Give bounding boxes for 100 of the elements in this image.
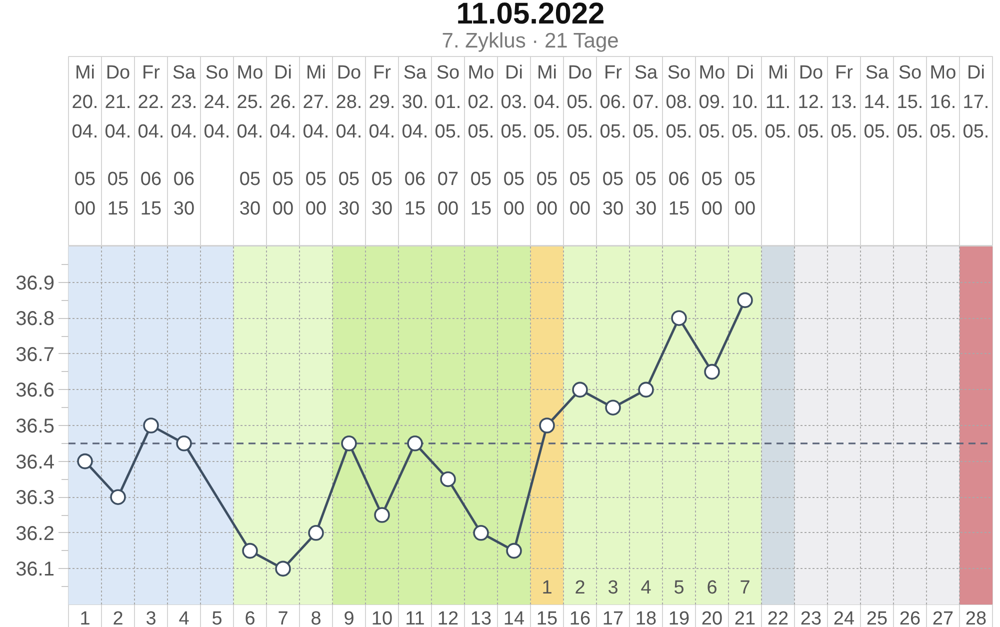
point [341,436,357,452]
y-tick-label: 36.1 [16,558,55,581]
x2-tick-label: Mo 25. 04. [236,62,264,142]
x-tick-label: 28 [965,608,987,627]
x-tick-label: 18 [635,608,657,627]
x2-tick-label: Fr 06. 05. [600,62,626,142]
band-label: 1 [542,578,552,599]
x-tick-label: 6 [244,608,256,627]
text: 05 30 [371,168,393,220]
point [506,542,522,559]
x-tick-label: 3 [146,608,156,627]
x-tick-label: 12 [437,608,459,627]
x2-tick-label: Sa 14. 05. [864,62,890,142]
y-tick-label: 36.4 [16,451,55,474]
point [572,382,588,398]
point [275,560,291,577]
x2-tick-label: Mi 27. 04. [302,62,330,142]
x2-tick-label: Fr 29. 04. [368,62,396,142]
y-tick-label: 36.2 [16,522,55,545]
x-tick-label: 23 [800,608,822,627]
point [671,310,687,326]
text: 05 15 [470,168,492,220]
x-tick-label: 13 [470,608,492,627]
x-tick-label: 25 [866,608,888,627]
text: 06 15 [668,168,690,220]
chart-title: 11.05.2022 [456,0,605,30]
point [407,436,423,452]
x-tick-label: 19 [668,608,690,627]
band-label: 7 [740,578,750,599]
point [143,418,159,434]
band-label: 6 [706,578,718,599]
x2-tick-label: Do 28. 04. [336,62,362,142]
band-label: 3 [608,578,618,599]
text: 05 00 [74,168,96,220]
x2-tick-label: Mo 09. 05. [698,62,726,142]
point [704,364,720,380]
x-tick-label: 26 [899,608,921,627]
y-tick-label: 36.8 [16,308,55,330]
x-tick-label: 4 [178,608,190,627]
x2-tick-label: Mo 16. 05. [930,62,956,142]
y-tick-label: 36.5 [16,416,55,438]
point [308,525,324,541]
x-tick-label: 17 [602,608,624,627]
x2-tick-label: So 15. 05. [896,62,924,142]
text: 05 30 [635,168,657,220]
x-tick-label: 16 [569,608,591,627]
x2-tick-label: Di 17. 05. [962,62,990,142]
point [440,471,456,488]
x-tick-label: 27 [932,608,954,627]
x2-tick-label: Mi 20. 04. [72,62,98,142]
text: 05 00 [305,168,327,220]
text: 05 30 [338,168,360,220]
x-tick-label: 11 [405,608,425,627]
x-tick-label: 9 [344,608,354,627]
point [374,507,390,523]
text: 05 15 [107,168,129,220]
x2-tick-label: Di 10. 05. [732,62,758,142]
band-label: 2 [574,578,586,599]
x2-tick-label: Sa 30. 04. [402,62,428,142]
x2-tick-label: Sa 07. 05. [632,62,660,142]
x2-tick-label: Do 12. 05. [798,62,824,142]
point [77,453,93,470]
text: 06 30 [173,168,195,220]
text: 05 30 [602,168,624,220]
y-tick-label: 36.9 [16,272,55,294]
x-tick-label: 20 [701,608,723,627]
x-tick-label: 21 [734,608,756,627]
x-tick-label: 10 [371,608,393,627]
text: 05 00 [734,168,756,220]
y-tick-label: 36.7 [16,344,55,366]
point [473,525,489,541]
x-tick-label: 22 [767,608,789,627]
text: 06 15 [140,168,162,220]
x2-tick-label: Fr 22. 04. [138,62,164,142]
text: 05 00 [701,168,723,220]
x-tick-label: 8 [310,608,322,627]
x-tick-label: 7 [278,608,288,627]
x2-tick-label: Mi 04. 05. [534,62,560,142]
x-tick-label: 5 [212,608,222,627]
point [638,382,654,398]
text: 05 00 [272,168,294,220]
x-tick-label: 2 [112,608,124,627]
text: 07 00 [437,168,459,220]
band-label: 4 [640,578,652,599]
point [242,542,258,559]
x2-tick-label: So 01. 05. [434,62,462,142]
text: 06 15 [404,168,426,220]
x2-tick-label: Mo 02. 05. [468,62,494,142]
point [539,418,555,434]
x2-tick-label: Mi 11. 05. [764,62,792,142]
x2-tick-label: Do 05. 05. [566,62,594,142]
text: 05 00 [569,168,591,220]
x2-tick-label: Di 03. 05. [500,62,528,142]
x2-tick-label: Fr 13. 05. [830,62,858,142]
y-tick-label: 36.6 [16,380,55,402]
point [737,292,753,308]
point [605,400,621,416]
x2-tick-label: So 24. 04. [204,62,230,142]
text: 05 30 [239,168,261,220]
x2-tick-label: Do 21. 04. [104,62,132,142]
